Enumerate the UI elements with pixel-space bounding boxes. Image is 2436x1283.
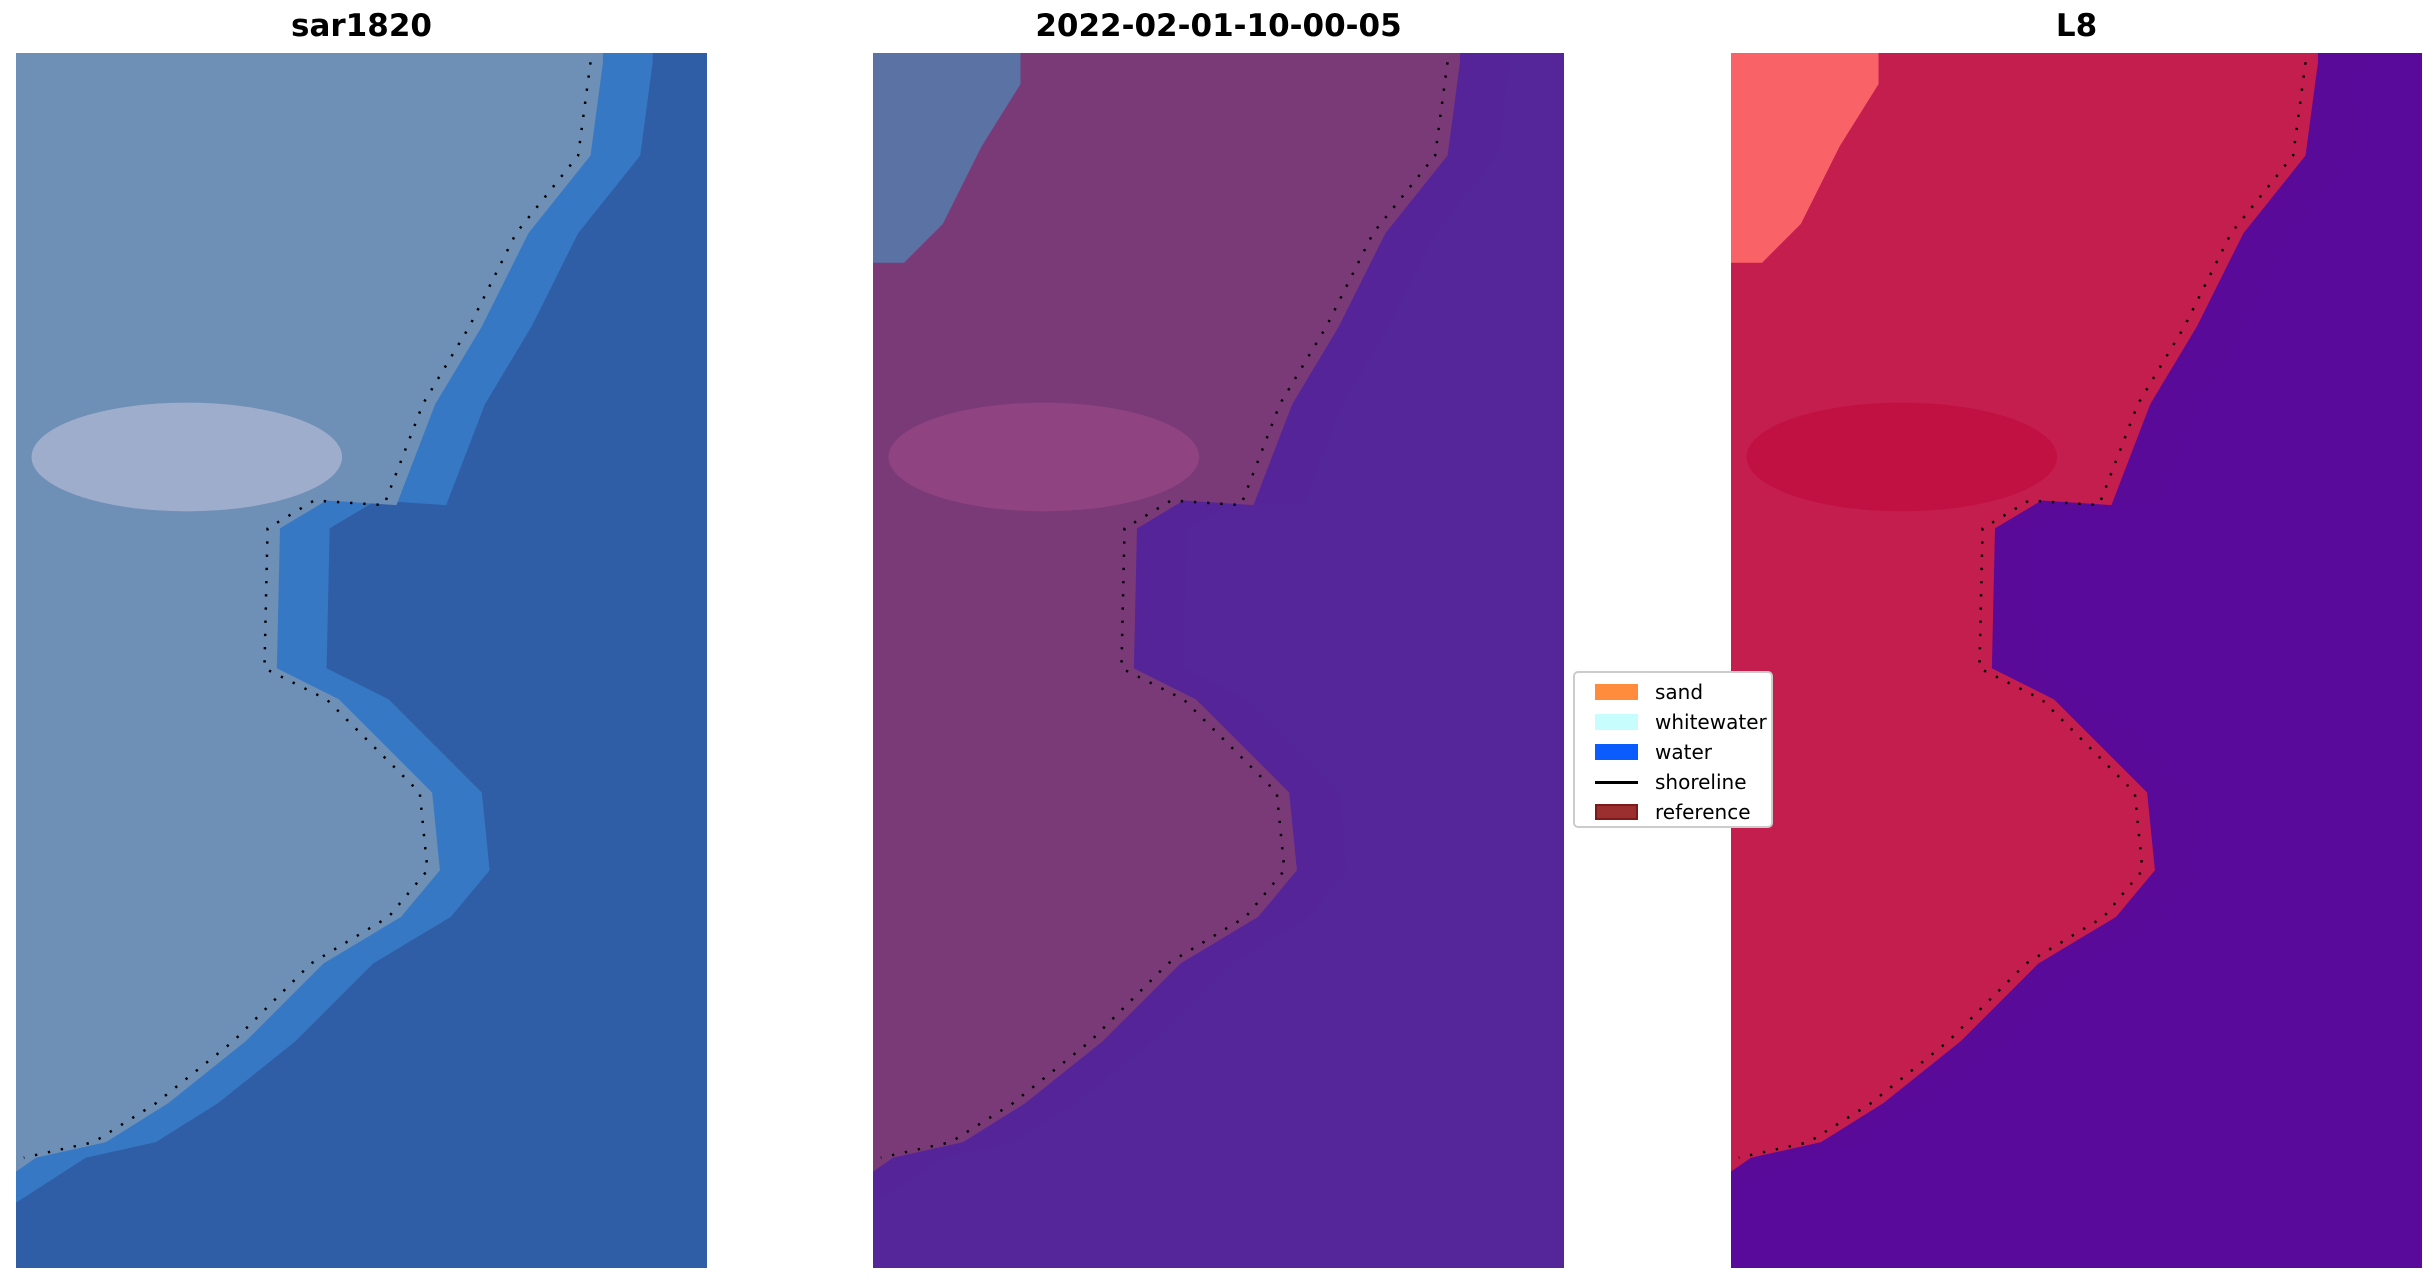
legend-label: shoreline [1655, 770, 1747, 794]
shoreline-line-swatch [1595, 780, 1638, 784]
legend-item-whitewater: whitewater [1595, 709, 1767, 735]
legend: sand whitewater water shoreline referenc… [1573, 671, 1773, 828]
legend-label: reference [1655, 800, 1751, 824]
land-area [1731, 53, 2318, 1172]
bright-patch [31, 402, 343, 512]
image-panel-date [873, 53, 1564, 1268]
panel-title-l8: L8 [2055, 8, 2098, 44]
land-area [16, 53, 603, 1172]
panel-title-date: 2022-02-01-10-00-05 [1035, 8, 1402, 44]
bright-patch [888, 402, 1200, 512]
legend-item-water: water [1595, 739, 1712, 765]
whitewater-swatch [1595, 714, 1638, 730]
sand-swatch [1595, 684, 1638, 700]
legend-item-shoreline: shoreline [1595, 769, 1747, 795]
image-panel-sar1820 [16, 53, 707, 1268]
legend-label: sand [1655, 680, 1704, 704]
legend-item-reference: reference [1595, 799, 1751, 825]
legend-item-sand: sand [1595, 679, 1703, 705]
water-swatch [1595, 744, 1638, 760]
corner-region [1731, 53, 1879, 263]
legend-label: whitewater [1655, 710, 1767, 734]
bright-patch [1746, 402, 2058, 512]
panel-title-sar1820: sar1820 [291, 8, 432, 44]
land-area [873, 53, 1460, 1172]
legend-label: water [1655, 740, 1712, 764]
corner-region [873, 53, 1021, 263]
image-panel-l8 [1731, 53, 2422, 1268]
reference-swatch [1595, 804, 1638, 820]
